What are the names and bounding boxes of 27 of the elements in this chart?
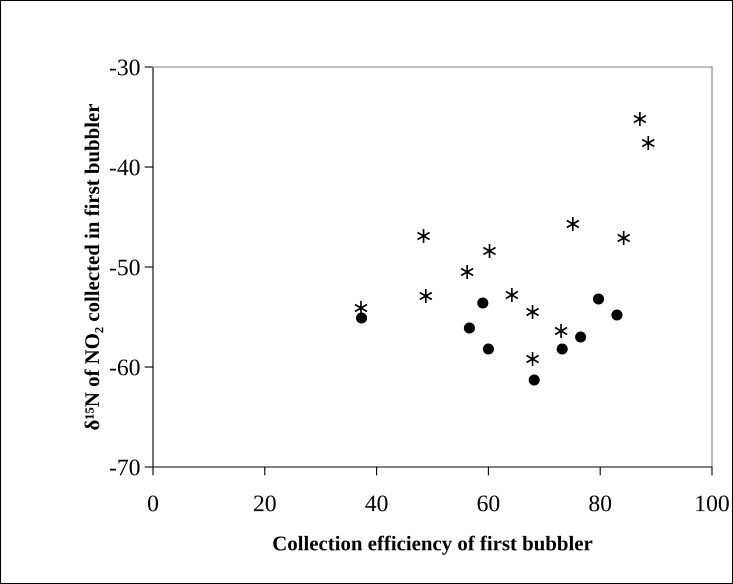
- y-tick-label: -60: [110, 359, 140, 376]
- point: [526, 351, 540, 367]
- x-tick-label: 100: [696, 495, 729, 512]
- point: [556, 343, 568, 355]
- point: [611, 309, 623, 321]
- point: [528, 374, 540, 386]
- point: [482, 243, 496, 259]
- y-tick-label: -30: [110, 59, 140, 76]
- point: [482, 343, 494, 355]
- x-tick-label: 80: [589, 495, 612, 512]
- point: [592, 293, 604, 305]
- x-tick-label: 20: [254, 495, 276, 512]
- y-tick-label: -70: [110, 459, 140, 476]
- x-axis-title: Collection efficiency of first bubbler: [273, 536, 592, 555]
- x-tick-label: 60: [478, 495, 500, 512]
- point: [356, 312, 368, 324]
- point: [464, 322, 475, 334]
- y-axis-title: δ¹⁵N of NO₂ collected in first bubbler: [84, 104, 104, 430]
- point: [526, 304, 540, 320]
- x-tick-label: 40: [365, 495, 388, 512]
- y-tick-label: -50: [110, 259, 140, 276]
- point: [416, 228, 430, 244]
- point: [575, 331, 586, 343]
- y-tick-label: -40: [110, 159, 140, 176]
- x-tick-label: 0: [148, 495, 158, 512]
- point: [554, 323, 568, 339]
- point: [477, 297, 488, 309]
